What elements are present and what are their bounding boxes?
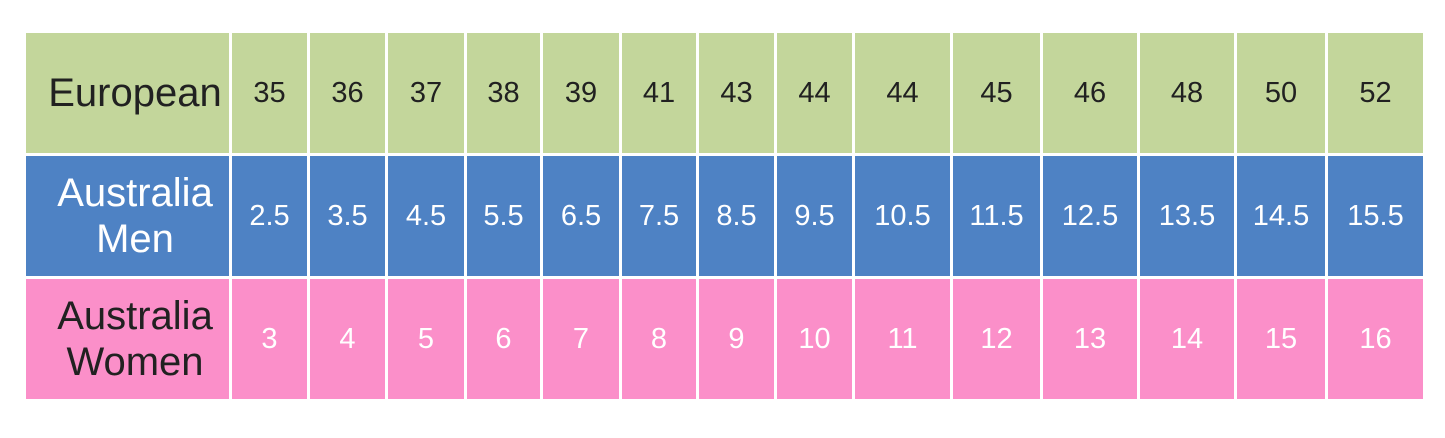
- size-cell: 3.5: [310, 156, 385, 276]
- size-cell: 7: [543, 279, 619, 399]
- size-table: European 35 36 37 38 39 41 43 44 44 45 4…: [23, 30, 1426, 402]
- table-row-australia-women: Australia Women 3 4 5 6 7 8 9 10 11 12 1…: [26, 279, 1423, 399]
- row-label-australia-women: Australia Women: [26, 279, 229, 399]
- size-cell: 15: [1237, 279, 1325, 399]
- size-cell: 3: [232, 279, 307, 399]
- size-cell: 43: [699, 33, 774, 153]
- size-cell: 8.5: [699, 156, 774, 276]
- size-cell: 11: [855, 279, 950, 399]
- size-cell: 36: [310, 33, 385, 153]
- size-cell: 10.5: [855, 156, 950, 276]
- size-cell: 41: [622, 33, 696, 153]
- shoe-size-conversion-table: European 35 36 37 38 39 41 43 44 44 45 4…: [23, 30, 1426, 402]
- size-cell: 38: [467, 33, 540, 153]
- row-label-australia-men: Australia Men: [26, 156, 229, 276]
- size-cell: 46: [1043, 33, 1137, 153]
- table-row-australia-men: Australia Men 2.5 3.5 4.5 5.5 6.5 7.5 8.…: [26, 156, 1423, 276]
- size-cell: 6.5: [543, 156, 619, 276]
- size-cell: 15.5: [1328, 156, 1423, 276]
- size-cell: 11.5: [953, 156, 1040, 276]
- size-cell: 12: [953, 279, 1040, 399]
- table-row-european: European 35 36 37 38 39 41 43 44 44 45 4…: [26, 33, 1423, 153]
- size-cell: 4: [310, 279, 385, 399]
- size-cell: 39: [543, 33, 619, 153]
- size-cell: 5.5: [467, 156, 540, 276]
- size-cell: 12.5: [1043, 156, 1137, 276]
- size-cell: 8: [622, 279, 696, 399]
- size-cell: 6: [467, 279, 540, 399]
- size-cell: 16: [1328, 279, 1423, 399]
- size-cell: 9: [699, 279, 774, 399]
- size-cell: 35: [232, 33, 307, 153]
- size-cell: 10: [777, 279, 852, 399]
- size-cell: 5: [388, 279, 464, 399]
- size-cell: 45: [953, 33, 1040, 153]
- size-cell: 14.5: [1237, 156, 1325, 276]
- size-cell: 4.5: [388, 156, 464, 276]
- size-cell: 2.5: [232, 156, 307, 276]
- row-label-european: European: [26, 33, 229, 153]
- size-cell: 7.5: [622, 156, 696, 276]
- size-cell: 13: [1043, 279, 1137, 399]
- size-cell: 48: [1140, 33, 1234, 153]
- size-cell: 44: [777, 33, 852, 153]
- size-cell: 37: [388, 33, 464, 153]
- size-cell: 44: [855, 33, 950, 153]
- size-cell: 52: [1328, 33, 1423, 153]
- size-cell: 13.5: [1140, 156, 1234, 276]
- size-cell: 50: [1237, 33, 1325, 153]
- size-cell: 14: [1140, 279, 1234, 399]
- size-cell: 9.5: [777, 156, 852, 276]
